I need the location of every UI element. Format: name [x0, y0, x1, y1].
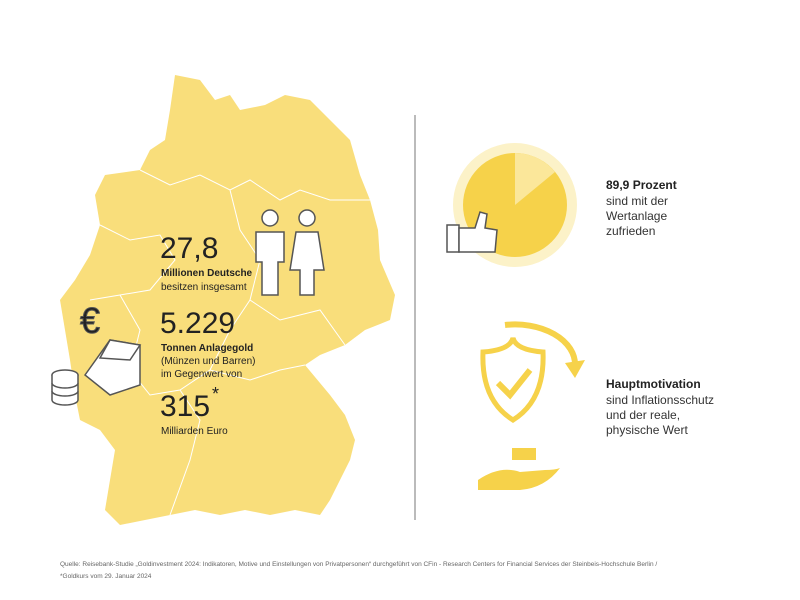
- value-line1: Milliarden Euro: [161, 426, 228, 437]
- thumb-icon: [446, 211, 498, 253]
- footnote: *Goldkurs vom 29. Januar 2024: [60, 573, 152, 580]
- gold-line2: (Münzen und Barren): [161, 356, 256, 367]
- satisfaction-title: 89,9 Prozent: [606, 178, 677, 192]
- bar-icon: [512, 448, 536, 460]
- satisfaction-line: zufrieden: [606, 224, 655, 238]
- gold-bars-icon: [51, 339, 142, 406]
- motivation-line: sind Inflationsschutz: [606, 393, 714, 407]
- satisfaction-line: Wertanlage: [606, 209, 667, 223]
- hand-icon: [478, 468, 560, 490]
- motivation-title: Hauptmotivation: [606, 377, 701, 391]
- people-line1: Millionen Deutsche: [161, 268, 253, 279]
- shield-icon: [480, 337, 546, 423]
- value-mark: *: [212, 384, 219, 404]
- people-line2: besitzen insgesamt: [161, 282, 247, 293]
- gold-number: 5.229: [160, 307, 235, 340]
- euro-icon: €: [80, 300, 100, 341]
- value-number: 315: [160, 390, 210, 423]
- arrow: [504, 321, 579, 366]
- gold-line1: Tonnen Anlagegold: [161, 343, 253, 354]
- people-icon: [255, 209, 325, 296]
- gold-line3: im Gegenwert von: [161, 369, 242, 380]
- germany-map: [60, 75, 395, 525]
- satisfaction-line: sind mit der: [606, 194, 668, 208]
- check-icon: [495, 368, 533, 400]
- arrow-head: [565, 360, 585, 378]
- pie-gap: [515, 153, 555, 205]
- footnote: Quelle: Reisebank-Studie „Goldinvestment…: [60, 561, 657, 568]
- people-number: 27,8: [160, 232, 218, 265]
- motivation-line: und der reale,: [606, 408, 680, 422]
- state-borders: [89, 169, 370, 516]
- motivation-line: physische Wert: [606, 423, 688, 437]
